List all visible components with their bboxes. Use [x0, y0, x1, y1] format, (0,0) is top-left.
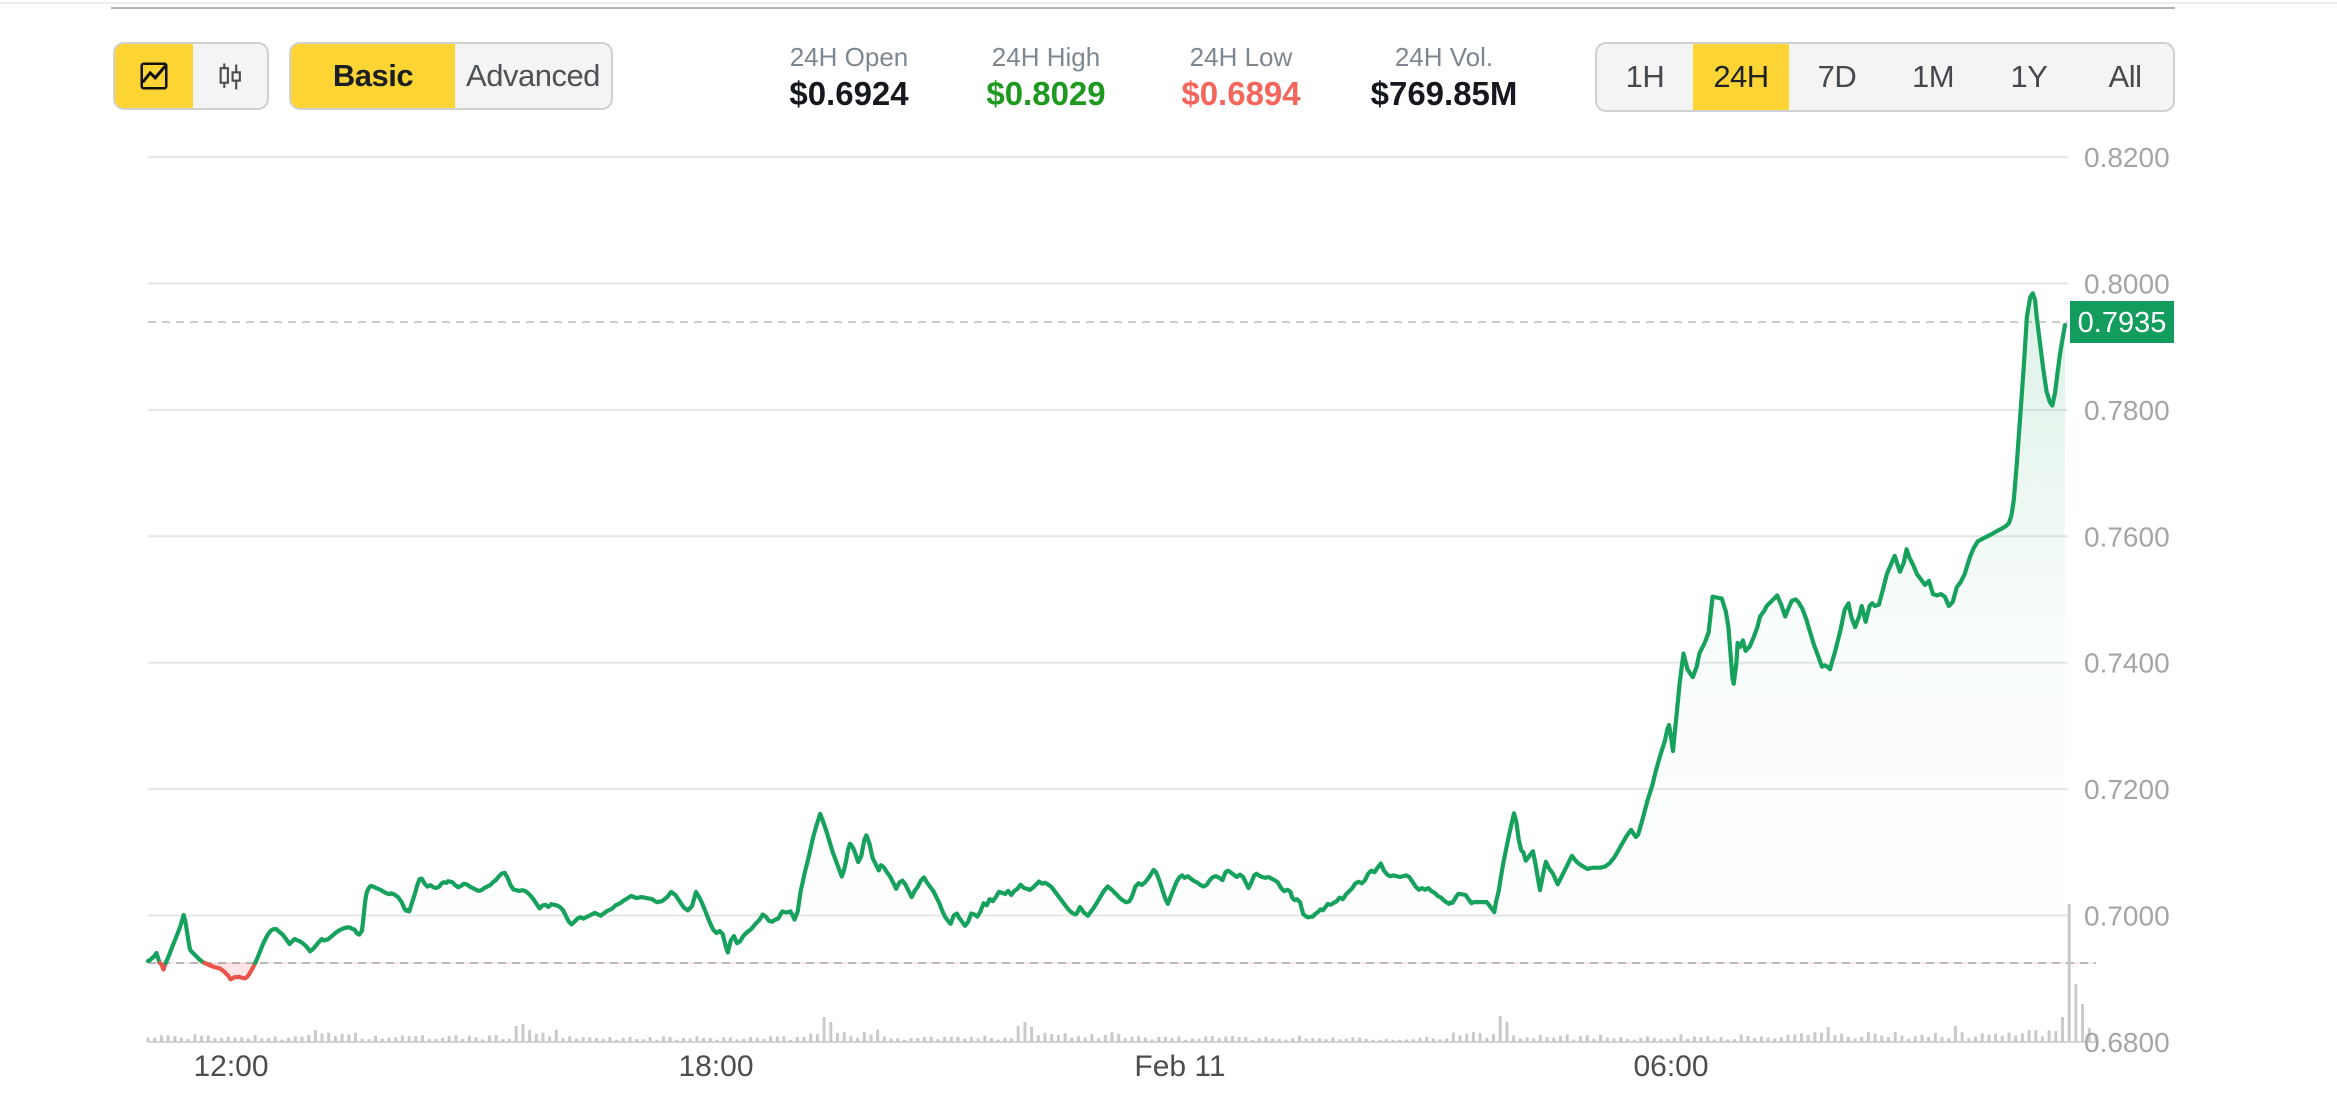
svg-text:0.7200: 0.7200	[2084, 774, 2170, 805]
svg-text:0.7000: 0.7000	[2084, 901, 2170, 932]
svg-text:0.7400: 0.7400	[2084, 648, 2170, 679]
svg-text:18:00: 18:00	[678, 1050, 753, 1083]
svg-text:0.8000: 0.8000	[2084, 269, 2170, 300]
svg-text:06:00: 06:00	[1633, 1050, 1708, 1083]
svg-text:0.7600: 0.7600	[2084, 521, 2170, 552]
svg-text:0.7800: 0.7800	[2084, 395, 2170, 426]
svg-text:0.7935: 0.7935	[2078, 307, 2167, 339]
svg-text:0.6800: 0.6800	[2084, 1027, 2170, 1058]
svg-text:0.8200: 0.8200	[2084, 142, 2170, 173]
svg-text:Feb 11: Feb 11	[1134, 1050, 1225, 1083]
svg-text:12:00: 12:00	[193, 1050, 268, 1083]
